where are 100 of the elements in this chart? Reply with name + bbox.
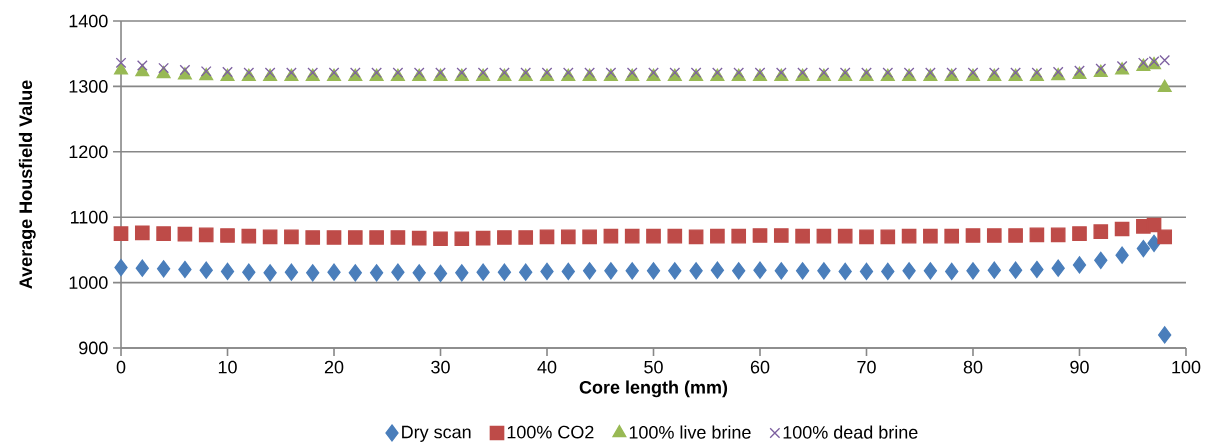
point [241,228,257,244]
point [433,231,448,247]
point [1051,259,1065,277]
point [668,262,682,280]
point [113,62,129,75]
y-tick-label: 1200 [69,145,108,159]
point [1008,261,1023,279]
point [1157,229,1173,245]
point [497,230,512,245]
point [753,261,767,279]
point [902,262,916,280]
point [1050,227,1066,243]
point [752,228,768,243]
point [560,229,576,245]
point [688,229,704,245]
y-tick-label: 1300 [69,80,108,93]
point [667,228,683,244]
point [1093,224,1109,239]
point [156,226,171,241]
point [200,65,212,77]
point [158,62,169,74]
point [1030,260,1044,279]
legend-label: Dry scan [402,425,471,442]
point [347,230,363,245]
x-tick-label: 30 [431,360,450,374]
point [177,226,193,242]
point [965,228,981,243]
point [710,228,725,244]
point [1029,227,1045,243]
point [582,229,597,245]
point [497,263,512,281]
point [306,264,320,282]
x-tick-label: 80 [963,360,983,374]
y-tick-label: 1100 [70,210,108,224]
y-tick-label: 900 [79,341,108,355]
x-tick-label: 90 [1070,360,1089,374]
legend-label: 100% CO2 [507,425,594,439]
point [1094,251,1108,270]
point [795,262,810,280]
point [582,262,597,280]
x-tick-label: 0 [116,360,126,374]
point [689,262,703,280]
legend-label: 100% dead brine [783,425,918,439]
point [624,228,640,244]
point [136,60,148,71]
point [710,261,725,279]
point [454,231,470,247]
point [732,262,746,280]
point [455,264,469,282]
point [199,261,213,279]
point [327,263,341,281]
point [859,262,874,281]
point [134,225,150,241]
point [923,262,938,280]
point [901,228,917,244]
point [369,230,384,245]
point [476,263,490,281]
point [284,263,299,281]
x-axis-title: Core length (mm) [579,380,728,398]
x-tick-label: 10 [218,360,237,374]
point [1136,239,1151,258]
point [519,263,533,281]
point [816,228,832,244]
point [774,262,788,280]
point [242,263,256,281]
point [391,263,405,281]
point [966,262,980,280]
point [1158,326,1172,344]
point [604,262,618,280]
point [795,228,810,244]
x-tick-label: 20 [324,360,344,374]
point [179,64,191,76]
point [923,228,938,244]
point [539,229,555,245]
legend-label: 100% live brine [629,425,751,439]
point [113,226,129,241]
point [987,261,1001,279]
point [646,262,661,280]
point [1072,256,1087,274]
point [986,228,1002,243]
point [880,229,896,245]
x-tick-label: 40 [537,360,557,374]
x-tick-label: 70 [857,360,876,374]
point [220,262,235,281]
point [817,262,831,280]
point [348,264,362,282]
point [284,229,299,245]
point [945,262,959,281]
point [412,264,426,282]
point [646,228,661,244]
point [1157,79,1172,93]
point [603,228,619,244]
point [262,229,278,245]
point [115,57,127,69]
x-tick-label: 100 [1172,360,1201,374]
point [1008,228,1023,243]
point [518,230,534,245]
point [1115,246,1129,264]
point [837,228,853,244]
point [859,229,874,245]
